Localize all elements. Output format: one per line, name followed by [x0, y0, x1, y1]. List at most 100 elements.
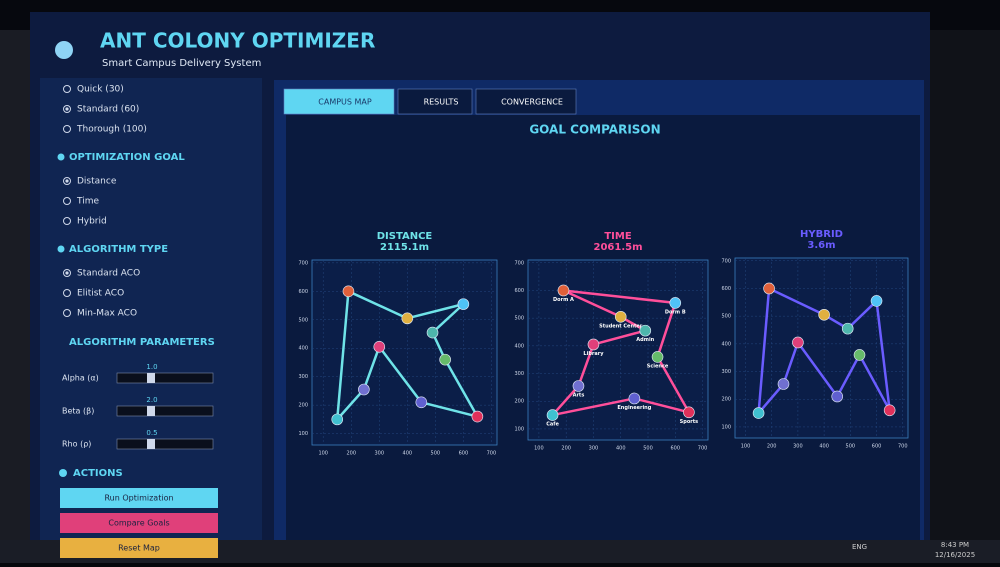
- node[interactable]: [628, 392, 641, 405]
- radio[interactable]: [63, 85, 71, 93]
- node[interactable]: [471, 410, 484, 423]
- param-name: Rho (ρ): [62, 440, 91, 449]
- option-label[interactable]: Elitist ACO: [77, 289, 124, 299]
- node[interactable]: [792, 336, 804, 349]
- node[interactable]: [883, 404, 896, 417]
- y-tick-label: 600: [721, 286, 731, 292]
- node[interactable]: [777, 378, 790, 390]
- option-label[interactable]: Standard ACO: [77, 269, 140, 279]
- tab[interactable]: [475, 88, 577, 115]
- node[interactable]: [639, 324, 652, 337]
- node[interactable]: [439, 353, 451, 366]
- action-button[interactable]: [60, 488, 218, 508]
- node[interactable]: [415, 396, 428, 409]
- param-value: 0.5: [146, 429, 157, 437]
- option-label[interactable]: Time: [76, 197, 99, 207]
- chart-title: HYBRID: [800, 229, 843, 240]
- y-tick-label: 400: [298, 346, 308, 352]
- action-button[interactable]: [60, 538, 218, 558]
- option-label[interactable]: Distance: [77, 177, 117, 187]
- x-tick-label: 100: [741, 444, 751, 450]
- node[interactable]: [614, 310, 627, 323]
- option-label[interactable]: Standard (60): [77, 105, 139, 115]
- y-tick-label: 600: [514, 288, 524, 294]
- y-tick-label: 700: [721, 258, 731, 264]
- x-tick-label: 700: [898, 444, 908, 450]
- slider[interactable]: [116, 438, 214, 450]
- node[interactable]: [546, 409, 559, 421]
- node[interactable]: [457, 298, 470, 310]
- node-label: Cafe: [546, 422, 559, 428]
- node[interactable]: [587, 338, 600, 351]
- y-tick-label: 700: [514, 260, 524, 266]
- x-tick-label: 700: [487, 451, 497, 457]
- y-tick-label: 200: [514, 399, 524, 405]
- param-value: 2.0: [146, 396, 157, 404]
- slider-thumb[interactable]: [147, 373, 155, 383]
- tab[interactable]: [397, 88, 473, 115]
- option-label[interactable]: Hybrid: [77, 217, 107, 227]
- node-label: Library: [583, 351, 604, 357]
- x-tick-label: 500: [846, 444, 856, 450]
- clock: 8:43 PM: [941, 541, 969, 549]
- node[interactable]: [401, 312, 414, 325]
- lang: ENG: [852, 543, 867, 551]
- button-label[interactable]: Compare Goals: [108, 519, 169, 528]
- y-tick-label: 100: [514, 426, 524, 432]
- radio[interactable]: [63, 217, 71, 225]
- node[interactable]: [683, 406, 695, 419]
- radio[interactable]: [63, 105, 71, 113]
- option-label[interactable]: Thorough (100): [76, 125, 147, 135]
- node[interactable]: [373, 341, 386, 353]
- action-button[interactable]: [60, 513, 218, 533]
- tab[interactable]: [283, 88, 395, 115]
- radio[interactable]: [63, 269, 71, 277]
- x-tick-label: 500: [431, 451, 441, 457]
- node[interactable]: [818, 308, 830, 321]
- node[interactable]: [870, 295, 883, 307]
- radio[interactable]: [63, 309, 71, 317]
- option-label[interactable]: Min-Max ACO: [77, 309, 137, 319]
- radio[interactable]: [63, 197, 71, 205]
- tab-label[interactable]: RESULTS: [424, 98, 459, 107]
- slider-thumb[interactable]: [147, 439, 155, 449]
- node[interactable]: [752, 407, 765, 419]
- slider[interactable]: [116, 405, 214, 417]
- node[interactable]: [358, 383, 370, 396]
- node[interactable]: [841, 322, 854, 335]
- app-title: ANT COLONY OPTIMIZER: [100, 29, 375, 53]
- browser-sidebar: [0, 30, 32, 550]
- browser-right: [930, 30, 1000, 550]
- node[interactable]: [651, 351, 664, 363]
- tab-label[interactable]: CONVERGENCE: [501, 98, 563, 107]
- node[interactable]: [331, 413, 344, 426]
- node-label: Engineering: [617, 405, 651, 411]
- x-tick-label: 400: [616, 446, 626, 452]
- y-tick-label: 600: [298, 289, 308, 295]
- node[interactable]: [831, 390, 844, 403]
- node[interactable]: [669, 297, 682, 309]
- node[interactable]: [572, 380, 585, 392]
- button-label[interactable]: Run Optimization: [104, 494, 173, 503]
- app-subtitle: Smart Campus Delivery System: [102, 58, 261, 69]
- node-label: Arts: [573, 393, 585, 399]
- chart-subtitle: 2115.1m: [380, 242, 429, 253]
- radio[interactable]: [63, 289, 71, 297]
- option-label[interactable]: Quick (30): [77, 85, 124, 95]
- node-label: Sports: [680, 419, 698, 425]
- node[interactable]: [763, 282, 775, 295]
- radio[interactable]: [63, 177, 71, 185]
- node[interactable]: [426, 326, 439, 339]
- date: 12/16/2025: [935, 551, 975, 559]
- slider[interactable]: [116, 372, 214, 384]
- section-icon: [57, 153, 65, 161]
- tab-label[interactable]: CAMPUS MAP: [318, 98, 372, 107]
- node[interactable]: [853, 349, 866, 361]
- node[interactable]: [342, 285, 355, 298]
- x-tick-label: 600: [670, 446, 680, 452]
- x-tick-label: 100: [318, 451, 328, 457]
- node[interactable]: [557, 284, 570, 297]
- slider-thumb[interactable]: [147, 406, 155, 416]
- radio[interactable]: [63, 125, 71, 133]
- button-label[interactable]: Reset Map: [118, 544, 160, 553]
